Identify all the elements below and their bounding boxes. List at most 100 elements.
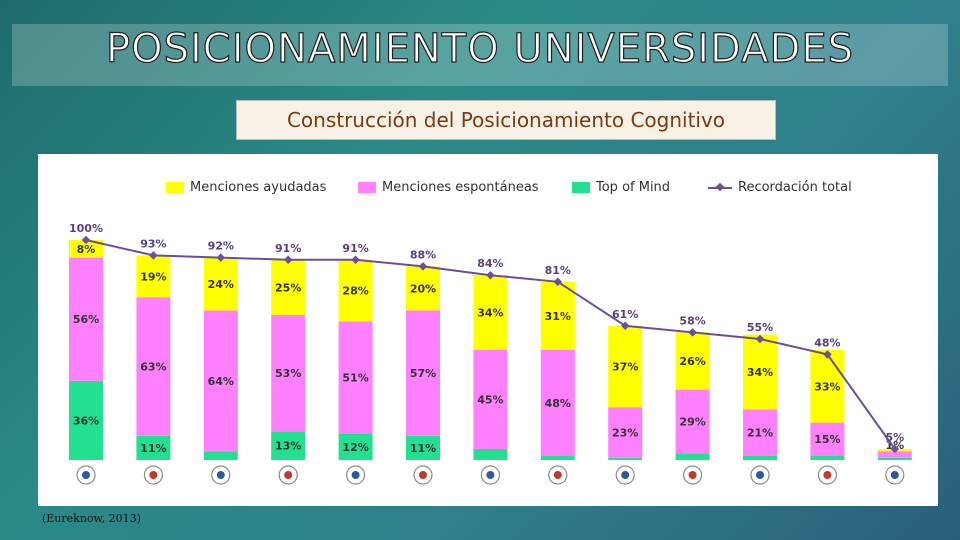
bar-menciones-ayudadas-9 xyxy=(675,332,710,390)
university-logo-mark-2 xyxy=(216,471,225,479)
legend-label-ayudadas: Menciones ayudadas xyxy=(190,180,327,195)
university-logo-mark-7 xyxy=(553,471,562,479)
bar-menciones-espont-neas-6 xyxy=(473,350,508,449)
university-logo-mark-8 xyxy=(621,471,630,479)
recordacion-label-2: 92% xyxy=(208,240,234,253)
recordacion-label-9: 58% xyxy=(679,314,705,327)
bar-label-0-5: 11% xyxy=(410,442,436,455)
bar-menciones-espont-neas-9 xyxy=(675,389,710,454)
legend-item-top-of-mind: Top of Mind xyxy=(572,180,670,195)
recordacion-point-1 xyxy=(149,251,158,260)
bar-menciones-espont-neas-8 xyxy=(608,407,643,458)
bar-label-2-8: 37% xyxy=(612,361,638,374)
bar-top-of-mind-6 xyxy=(473,449,508,460)
bar-top-of-mind-11 xyxy=(810,455,845,460)
bar-label-2-3: 25% xyxy=(275,281,301,294)
bar-menciones-espont-neas-2 xyxy=(203,310,238,452)
university-logo-mark-10 xyxy=(756,471,764,479)
recordacion-point-10 xyxy=(755,334,765,344)
recordacion-label-12: 5% xyxy=(885,431,904,444)
legend-swatch-top-of-mind xyxy=(572,182,590,193)
recordacion-label-3: 91% xyxy=(275,242,301,255)
bar-label-2-2: 24% xyxy=(208,278,234,291)
bar-top-of-mind-3 xyxy=(271,431,306,460)
recordacion-point-5 xyxy=(418,262,428,271)
bar-menciones-ayudadas-11 xyxy=(810,350,845,423)
legend-label-top-of-mind: Top of Mind xyxy=(596,180,671,195)
recordacion-label-5: 88% xyxy=(410,248,436,261)
bar-label-2-7: 31% xyxy=(545,310,571,323)
stacked-bar-chart: 36%56%8%11%63%19%4%64%24%13%53%25%12%51%… xyxy=(69,222,912,485)
bar-top-of-mind-2 xyxy=(203,451,238,460)
bar-label-2-9: 26% xyxy=(679,355,705,368)
bar-label-1-10: 21% xyxy=(747,427,773,440)
legend-item-espontaneas: Menciones espontáneas xyxy=(358,180,539,195)
recordacion-label-1: 93% xyxy=(140,237,166,250)
title-band xyxy=(12,24,948,86)
bar-menciones-ayudadas-5 xyxy=(406,266,440,311)
bar-label-1-8: 23% xyxy=(612,427,638,440)
bar-menciones-espont-neas-10 xyxy=(743,409,777,456)
bar-menciones-espont-neas-11 xyxy=(810,422,845,456)
bar-label-0-3: 13% xyxy=(275,440,301,453)
bar-label-1-3: 53% xyxy=(275,367,301,380)
source-citation: (Eureknow, 2013) xyxy=(42,512,141,525)
recordacion-label-8: 61% xyxy=(612,308,638,321)
university-logo-mark-11 xyxy=(823,471,832,479)
bar-top-of-mind-10 xyxy=(743,455,777,460)
recordacion-point-6 xyxy=(486,270,495,280)
bar-menciones-espont-neas-1 xyxy=(136,297,171,436)
bar-label-2-6: 34% xyxy=(477,307,503,320)
bar-label-2-0: 8% xyxy=(77,243,96,256)
bar-menciones-ayudadas-1 xyxy=(136,255,171,298)
recordacion-label-6: 84% xyxy=(477,257,503,270)
bar-menciones-espont-neas-12 xyxy=(877,451,912,458)
university-logo-mark-9 xyxy=(688,471,697,479)
recordacion-point-2 xyxy=(216,253,226,262)
bar-label-2-10: 34% xyxy=(747,366,773,379)
university-logo-mark-5 xyxy=(419,471,427,479)
bar-label-1-7: 48% xyxy=(545,397,571,410)
bar-top-of-mind-8 xyxy=(608,457,643,460)
bar-label-0-1: 11% xyxy=(140,442,166,455)
bar-menciones-ayudadas-8 xyxy=(608,325,643,408)
university-logo-mark-12 xyxy=(890,471,899,479)
bar-label-1-1: 63% xyxy=(140,361,166,374)
legend-swatch-espontaneas xyxy=(358,182,376,193)
bar-top-of-mind-1 xyxy=(136,435,171,460)
legend-item-ayudadas: Menciones ayudadas xyxy=(166,180,326,195)
bar-menciones-ayudadas-6 xyxy=(473,275,508,350)
bar-menciones-ayudadas-3 xyxy=(271,259,306,315)
bar-label-2-4: 28% xyxy=(342,285,368,298)
bar-menciones-ayudadas-10 xyxy=(743,334,777,410)
bar-top-of-mind-0 xyxy=(69,380,103,460)
bar-label-0-4: 12% xyxy=(342,441,368,454)
recordacion-label-11: 48% xyxy=(814,336,840,349)
recordacion-point-11 xyxy=(823,350,832,359)
bar-menciones-ayudadas-4 xyxy=(338,259,373,322)
legend-label-espontaneas: Menciones espontáneas xyxy=(382,180,539,195)
university-logo-mark-3 xyxy=(284,471,293,479)
page-title: POSICIONAMIENTO UNIVERSIDADES xyxy=(105,25,854,72)
bar-menciones-ayudadas-2 xyxy=(203,257,238,311)
recordacion-point-9 xyxy=(688,328,697,337)
bar-label-1-5: 57% xyxy=(410,367,436,380)
bar-top-of-mind-7 xyxy=(540,455,575,460)
bar-menciones-espont-neas-3 xyxy=(271,314,306,432)
bar-menciones-espont-neas-5 xyxy=(406,310,440,436)
recordacion-point-12 xyxy=(890,444,900,454)
bar-top-of-mind-5 xyxy=(406,435,440,460)
recordacion-label-7: 81% xyxy=(545,264,571,277)
bar-top-of-mind-9 xyxy=(675,453,710,460)
bar-label-1-9: 29% xyxy=(679,416,705,429)
chart-panel: Menciones ayudadas Menciones espontáneas… xyxy=(38,154,938,506)
bar-menciones-espont-neas-7 xyxy=(540,350,575,456)
bar-top-of-mind-12 xyxy=(877,457,912,460)
recordacion-point-4 xyxy=(351,255,360,265)
university-logo-mark-6 xyxy=(486,471,495,479)
subtitle-box: Construcción del Posicionamiento Cogniti… xyxy=(236,100,776,140)
bar-label-1-4: 51% xyxy=(342,372,368,385)
recordacion-label-4: 91% xyxy=(342,242,368,255)
bar-top-of-mind-4 xyxy=(338,433,373,460)
bar-label-1-11: 15% xyxy=(814,433,840,446)
